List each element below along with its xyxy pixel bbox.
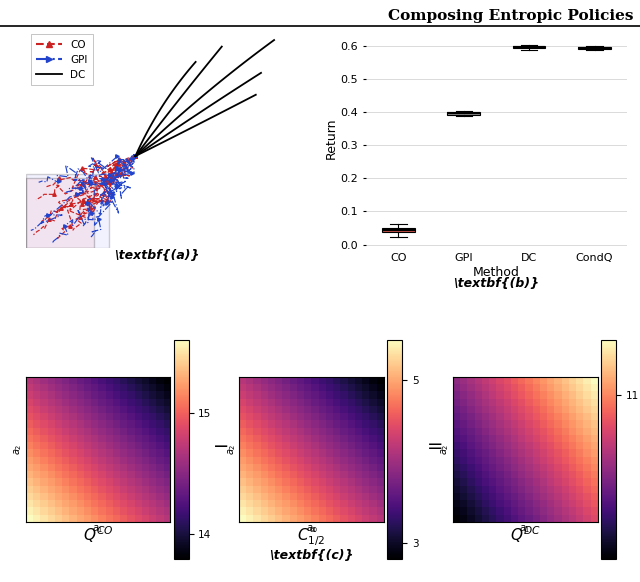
Y-axis label: $a_2$: $a_2$ [12,443,24,455]
Text: Composing Entropic Policies: Composing Entropic Policies [388,9,634,23]
PathPatch shape [513,47,545,48]
X-axis label: $a_1$: $a_1$ [92,523,104,535]
Text: $-$: $-$ [211,435,228,455]
Y-axis label: $a_2$: $a_2$ [226,443,237,455]
Y-axis label: $a_2$: $a_2$ [440,443,451,455]
Legend: CO, GPI, DC: CO, GPI, DC [31,34,93,85]
FancyBboxPatch shape [26,178,93,248]
Y-axis label: Return: Return [324,118,337,159]
FancyBboxPatch shape [26,173,109,248]
Text: $=$: $=$ [423,435,444,455]
Text: $Q^{DC}$: $Q^{DC}$ [509,524,541,545]
Text: $C_{1/2}^{\infty}$: $C_{1/2}^{\infty}$ [298,526,326,548]
X-axis label: $a_1$: $a_1$ [519,523,531,535]
X-axis label: Method: Method [473,265,520,279]
PathPatch shape [382,228,415,232]
Text: \textbf{(b)}: \textbf{(b)} [453,278,540,290]
Text: \textbf{(a)}: \textbf{(a)} [114,249,199,262]
PathPatch shape [578,47,611,49]
Text: $Q^{CO}$: $Q^{CO}$ [83,524,113,545]
Text: \textbf{(c)}: \textbf{(c)} [269,549,354,562]
X-axis label: $a_1$: $a_1$ [306,523,317,535]
PathPatch shape [447,112,480,115]
